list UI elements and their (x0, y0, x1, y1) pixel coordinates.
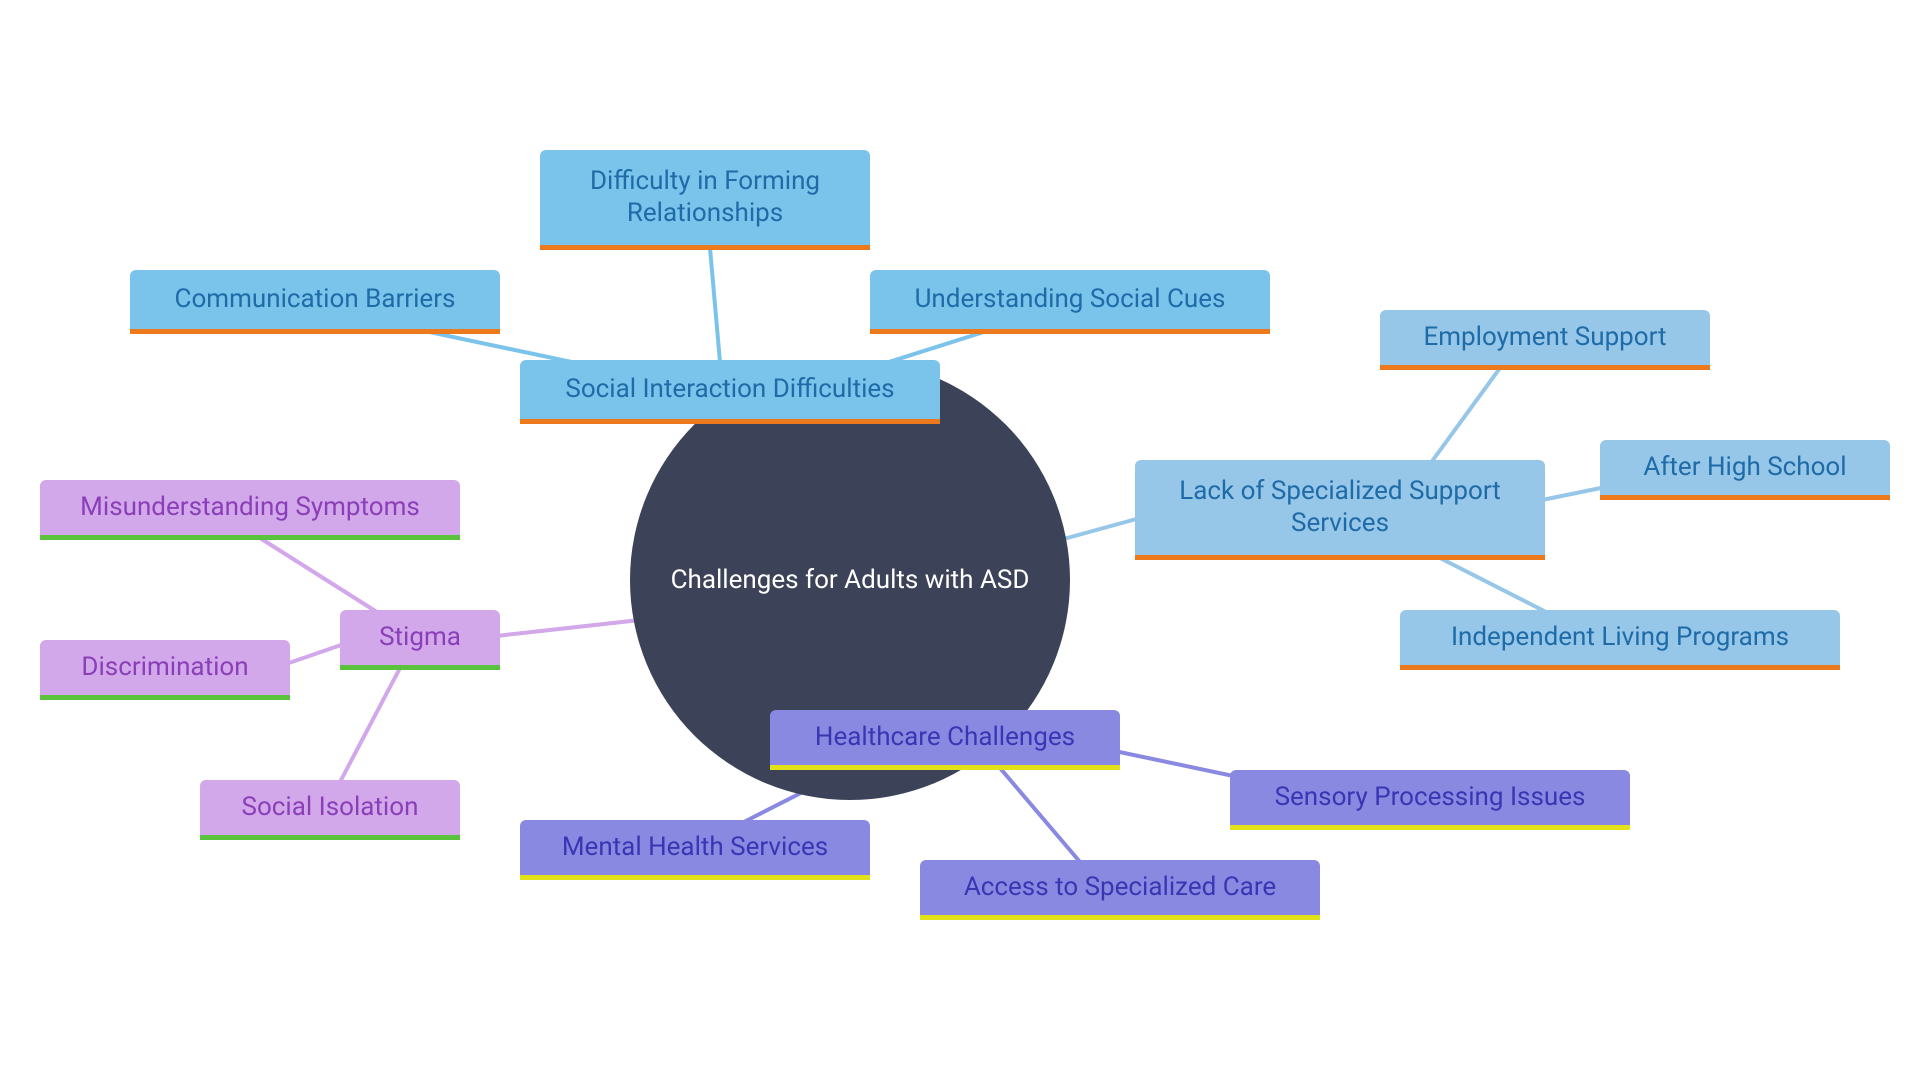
node-independent-living: Independent Living Programs (1400, 610, 1840, 670)
node-after-high-school: After High School (1600, 440, 1890, 500)
node-misunderstanding: Misunderstanding Symptoms (40, 480, 460, 540)
node-discrimination: Discrimination (40, 640, 290, 700)
node-label-comm-barriers: Communication Barriers (175, 284, 456, 315)
mindmap-canvas: Challenges for Adults with ASD Social Int… (0, 0, 1920, 1080)
node-sensory: Sensory Processing Issues (1230, 770, 1630, 830)
node-label-discrimination: Discrimination (81, 652, 248, 683)
node-label-sensory: Sensory Processing Issues (1275, 782, 1586, 813)
node-label-social: Social Interaction Difficulties (565, 374, 894, 405)
node-label-support-services: Lack of Specialized Support Services (1179, 476, 1501, 538)
node-difficulty-relationships: Difficulty in Forming Relationships (540, 150, 870, 250)
node-employment-support: Employment Support (1380, 310, 1710, 370)
node-social: Social Interaction Difficulties (520, 360, 940, 424)
node-label-misunderstanding: Misunderstanding Symptoms (80, 492, 420, 523)
node-label-employment-support: Employment Support (1423, 322, 1666, 353)
node-specialized-care: Access to Specialized Care (920, 860, 1320, 920)
node-social-cues: Understanding Social Cues (870, 270, 1270, 334)
node-label-mental-health: Mental Health Services (562, 832, 828, 863)
node-label-difficulty-relationships: Difficulty in Forming Relationships (590, 166, 820, 228)
node-stigma: Stigma (340, 610, 500, 670)
node-mental-health: Mental Health Services (520, 820, 870, 880)
node-label-social-cues: Understanding Social Cues (915, 284, 1226, 315)
node-label-after-high-school: After High School (1643, 452, 1846, 483)
node-comm-barriers: Communication Barriers (130, 270, 500, 334)
node-label-specialized-care: Access to Specialized Care (964, 872, 1276, 903)
node-label-social-isolation: Social Isolation (242, 792, 419, 823)
node-label-healthcare: Healthcare Challenges (815, 722, 1075, 753)
node-support-services: Lack of Specialized Support Services (1135, 460, 1545, 560)
center-node-label: Challenges for Adults with ASD (671, 565, 1030, 595)
node-social-isolation: Social Isolation (200, 780, 460, 840)
node-label-stigma: Stigma (379, 622, 461, 653)
node-label-independent-living: Independent Living Programs (1451, 622, 1789, 653)
node-healthcare: Healthcare Challenges (770, 710, 1120, 770)
